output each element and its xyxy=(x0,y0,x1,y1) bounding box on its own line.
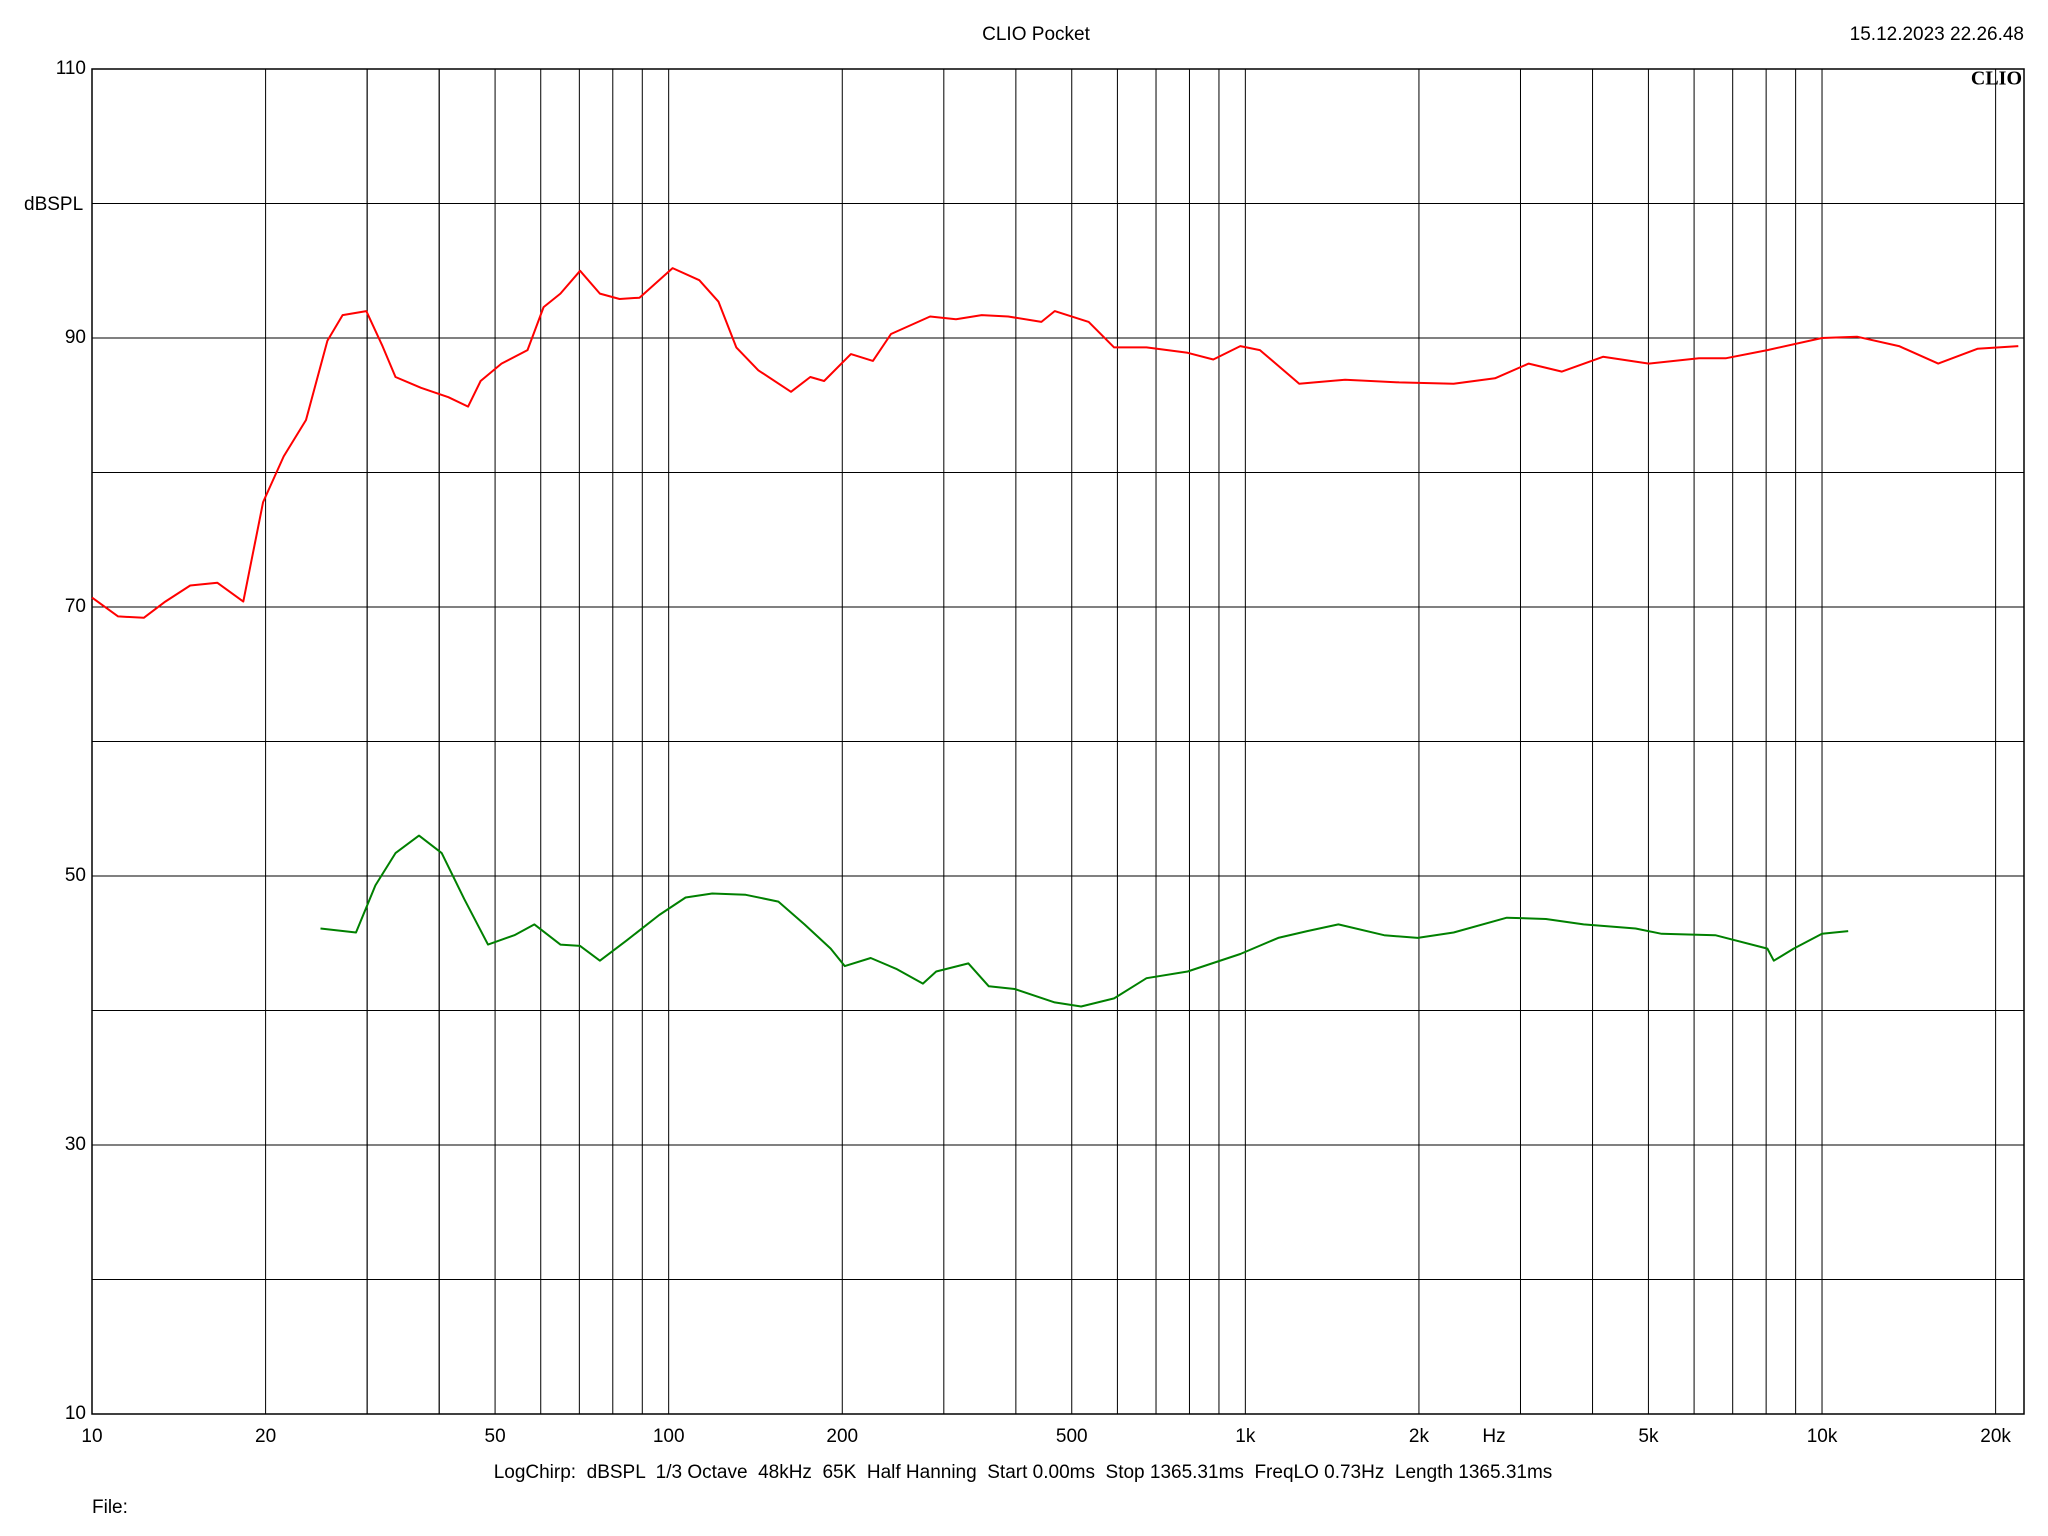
x-tick-label: 500 xyxy=(1056,1426,1088,1447)
x-tick-label: 5k xyxy=(1638,1426,1659,1447)
x-tick-label: 10 xyxy=(81,1426,102,1447)
x-tick-label: 20k xyxy=(1980,1426,2011,1447)
x-tick-label: 10k xyxy=(1807,1426,1838,1447)
data-line xyxy=(91,267,2019,619)
x-tick-label: 200 xyxy=(826,1426,858,1447)
footer: LogChirp: dBSPL 1/3 Octave 48kHz 65K Hal… xyxy=(494,1462,1553,1483)
x-tick-label: 50 xyxy=(485,1426,506,1447)
data-line xyxy=(320,834,1849,1008)
file-label: File: xyxy=(92,1497,128,1518)
x-tick-label: 20 xyxy=(255,1426,276,1447)
y-tick-label: 10 xyxy=(65,1403,86,1424)
brand-logo: CLIO xyxy=(1971,68,2022,90)
y-tick-label: 50 xyxy=(65,865,86,886)
y-tick-label: 30 xyxy=(65,1134,86,1155)
x-tick-label: 1k xyxy=(1235,1426,1256,1447)
x-tick-label: 2k xyxy=(1409,1426,1430,1447)
timestamp: 15.12.2023 22.26.48 xyxy=(1850,24,2024,45)
y-tick-label: 90 xyxy=(65,327,86,348)
chart-title: CLIO Pocket xyxy=(982,24,1090,45)
y-tick-label: 110 xyxy=(56,58,86,79)
y-axis-label: dBSPL xyxy=(24,194,83,215)
x-axis-unit: Hz xyxy=(1482,1426,1505,1447)
x-tick-label: 100 xyxy=(653,1426,685,1447)
y-tick-label: 70 xyxy=(65,596,86,617)
plot-frame xyxy=(91,68,2025,1415)
